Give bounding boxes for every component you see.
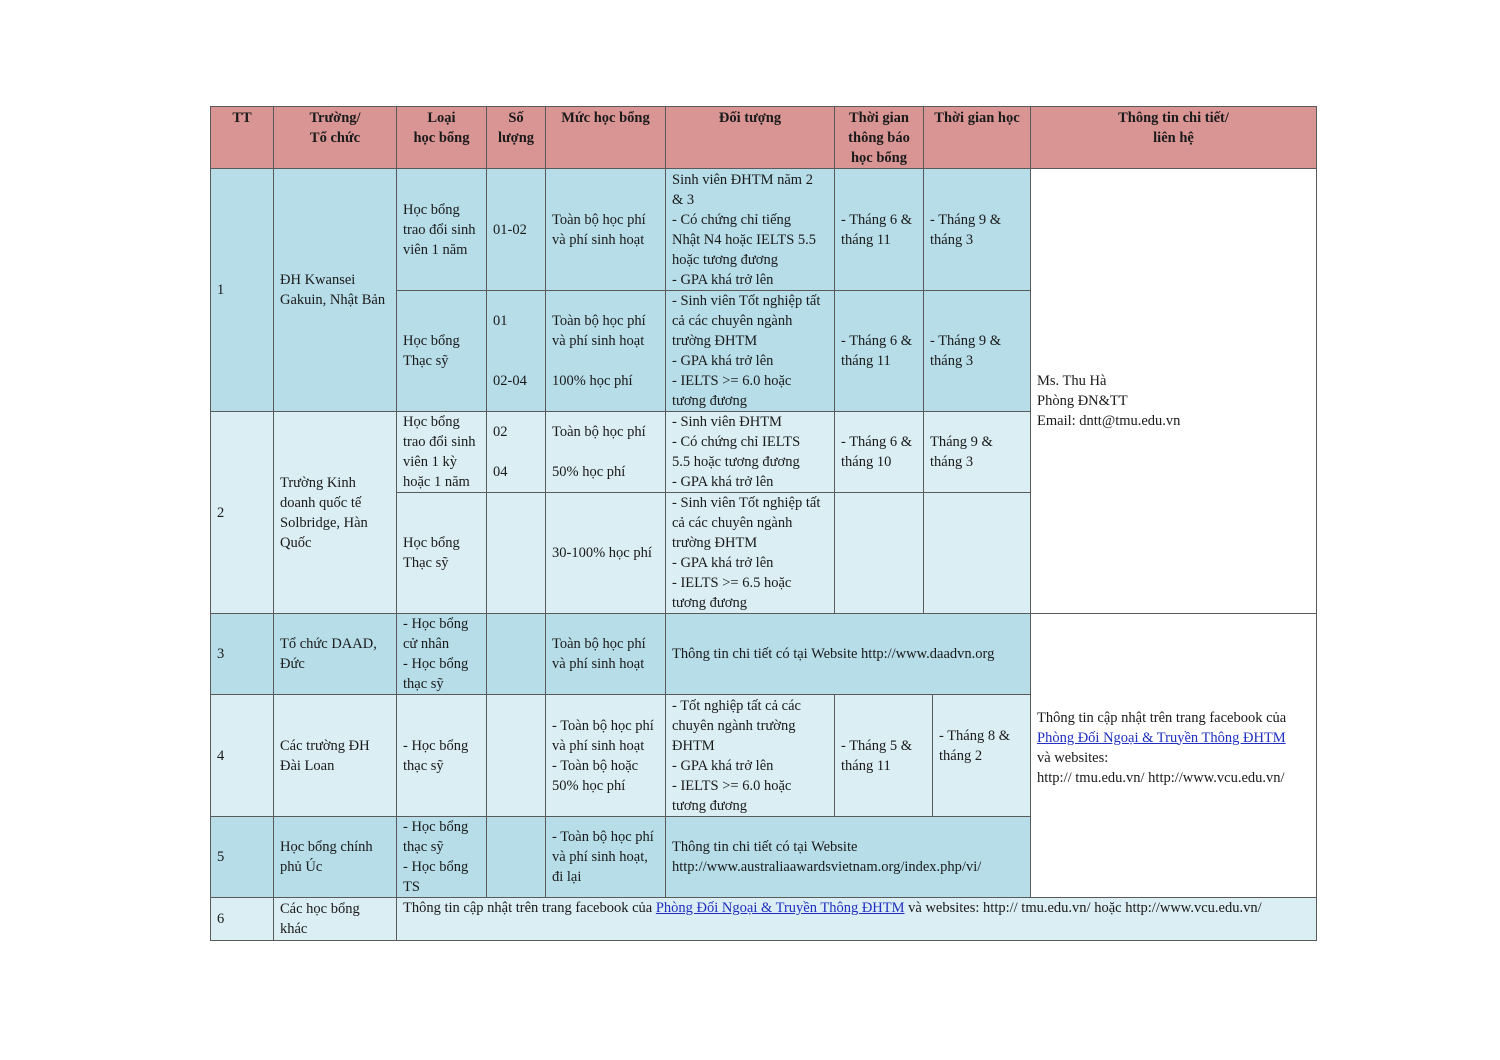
- row5-tt: 5: [210, 816, 274, 898]
- row5-type: - Học bổng thạc sỹ - Học bổng TS: [396, 816, 487, 898]
- header-contact: Thông tin chi tiết/ liên hệ: [1030, 106, 1317, 169]
- row2a-target: - Sinh viên ĐHTM - Có chứng chỉ IELTS 5.…: [665, 411, 835, 493]
- row2b-qty: [486, 492, 546, 614]
- row6-school: Các học bổng khác: [273, 897, 397, 941]
- row1a-type: Học bổng trao đổi sinh viên 1 năm: [396, 168, 487, 291]
- row1a-target: Sinh viên ĐHTM năm 2 & 3 - Có chứng chỉ …: [665, 168, 835, 291]
- row3-type: - Học bổng cử nhân - Học bổng thạc sỹ: [396, 613, 487, 695]
- contact-info-1: Ms. Thu Hà Phòng ĐN&TT Email: dntt@tmu.e…: [1030, 168, 1317, 614]
- row2b-notice: [834, 492, 924, 614]
- header-study: Thời gian học: [923, 106, 1031, 169]
- row2b-target: - Sinh viên Tốt nghiệp tất cả các chuyên…: [665, 492, 835, 614]
- row3-info: Thông tin chi tiết có tại Website http:/…: [665, 613, 1031, 695]
- row1-tt: 1: [210, 168, 274, 412]
- header-level: Mức học bổng: [545, 106, 666, 169]
- row2a-qty: 02 04: [486, 411, 546, 493]
- contact-2-line4: http:// tmu.edu.vn/ http://www.vcu.edu.v…: [1037, 769, 1285, 786]
- row1b-study: - Tháng 9 & tháng 3: [923, 290, 1031, 412]
- row3-school: Tổ chức DAAD, Đức: [273, 613, 397, 695]
- row1a-level: Toàn bộ học phí và phí sinh hoạt: [545, 168, 666, 291]
- row5-info: Thông tin chi tiết có tại Website http:/…: [665, 816, 1031, 898]
- contact-2-line1: Thông tin cập nhật trên trang facebook c…: [1037, 709, 1287, 726]
- row4-level: - Toàn bộ học phí và phí sinh hoạt - Toà…: [545, 694, 666, 817]
- row3-level: Toàn bộ học phí và phí sinh hoạt: [545, 613, 666, 695]
- row4-notice: - Tháng 5 & tháng 11: [834, 694, 933, 817]
- header-type: Loại học bổng: [396, 106, 487, 169]
- row4-tt: 4: [210, 694, 274, 817]
- row5-school: Học bổng chính phủ Úc: [273, 816, 397, 898]
- row4-school: Các trường ĐH Đài Loan: [273, 694, 397, 817]
- row5-qty: [486, 816, 546, 898]
- row2b-study: [923, 492, 1031, 614]
- row6-info: Thông tin cập nhật trên trang facebook c…: [396, 897, 1317, 941]
- row6-tt: 6: [210, 897, 274, 941]
- row1a-notice: - Tháng 6 & tháng 11: [834, 168, 924, 291]
- row1b-qty: 01 02-04: [486, 290, 546, 412]
- row1a-qty: 01-02: [486, 168, 546, 291]
- row2b-level: 30-100% học phí: [545, 492, 666, 614]
- row2-tt: 2: [210, 411, 274, 614]
- row4-study: - Tháng 8 & tháng 2: [932, 694, 1031, 817]
- contact-2-line3: và websites:: [1037, 749, 1109, 766]
- header-notice: Thời gian thông báo học bổng: [834, 106, 924, 169]
- row2b-type: Học bổng Thạc sỹ: [396, 492, 487, 614]
- row6-info-after: và websites: http:// tmu.edu.vn/ hoặc ht…: [904, 900, 1262, 916]
- row2-school: Trường Kinh doanh quốc tế Solbridge, Hàn…: [273, 411, 397, 614]
- row5-level: - Toàn bộ học phí và phí sinh hoạt, đi l…: [545, 816, 666, 898]
- row2a-type: Học bổng trao đổi sinh viên 1 kỳ hoặc 1 …: [396, 411, 487, 493]
- row1b-notice: - Tháng 6 & tháng 11: [834, 290, 924, 412]
- header-qty: Số lượng: [486, 106, 546, 169]
- row2a-notice: - Tháng 6 & tháng 10: [834, 411, 924, 493]
- row1-school: ĐH Kwansei Gakuin, Nhật Bản: [273, 168, 397, 412]
- row1b-level: Toàn bộ học phí và phí sinh hoạt 100% họ…: [545, 290, 666, 412]
- facebook-page-link-row6[interactable]: Phòng Đối Ngoại & Truyền Thông ĐHTM: [655, 900, 905, 916]
- row1b-type: Học bổng Thạc sỹ: [396, 290, 487, 412]
- header-school: Trường/ Tổ chức: [273, 106, 397, 169]
- row4-type: - Học bổng thạc sỹ: [396, 694, 487, 817]
- row1a-study: - Tháng 9 & tháng 3: [923, 168, 1031, 291]
- header-target: Đối tượng: [665, 106, 835, 169]
- row2a-study: Tháng 9 & tháng 3: [923, 411, 1031, 493]
- row3-qty: [486, 613, 546, 695]
- row4-qty: [486, 694, 546, 817]
- row6-info-before: Thông tin cập nhật trên trang facebook c…: [403, 900, 656, 916]
- header-tt: TT: [210, 106, 274, 169]
- contact-info-2: Thông tin cập nhật trên trang facebook c…: [1030, 613, 1317, 898]
- row4-target: - Tốt nghiệp tất cả các chuyên ngành trư…: [665, 694, 835, 817]
- row2a-level: Toàn bộ học phí 50% học phí: [545, 411, 666, 493]
- row1b-target: - Sinh viên Tốt nghiệp tất cả các chuyên…: [665, 290, 835, 412]
- facebook-page-link[interactable]: Phòng Đối Ngoại & Truyền Thông ĐHTM: [1037, 729, 1286, 746]
- row3-tt: 3: [210, 613, 274, 695]
